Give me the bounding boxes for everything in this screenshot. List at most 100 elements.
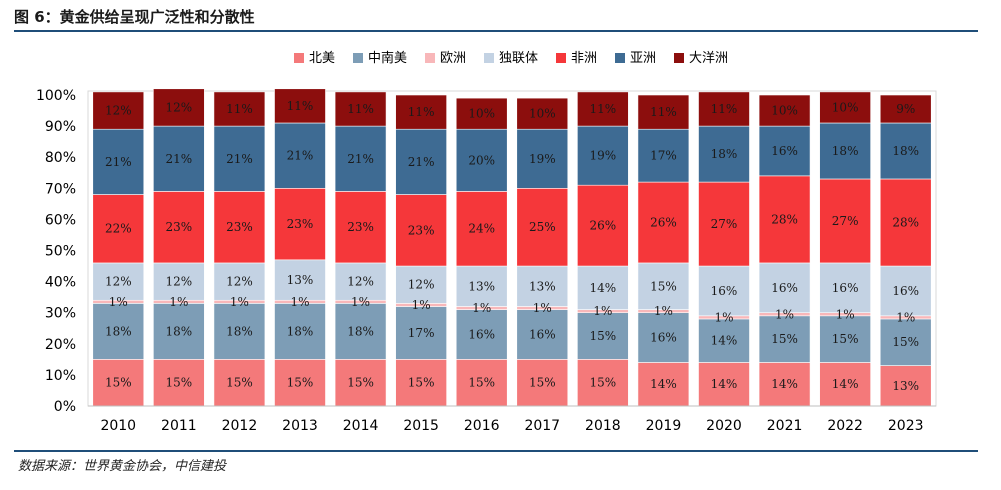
- data-label: 26%: [650, 216, 677, 230]
- legend-label: 欧洲: [440, 51, 466, 66]
- bar-segment: [153, 303, 205, 360]
- data-label: 11%: [226, 102, 253, 116]
- data-label: 28%: [771, 212, 798, 226]
- data-label: 18%: [711, 147, 738, 161]
- data-label: 1%: [230, 295, 249, 309]
- bar-segment: [334, 125, 387, 192]
- bar-segment: [153, 191, 205, 264]
- data-label: 25%: [529, 220, 556, 234]
- data-label: 27%: [832, 214, 859, 228]
- bar-segment: [274, 303, 326, 360]
- source-note: 数据来源：世界黄金协会，中信建投: [18, 459, 227, 474]
- data-label: 13%: [529, 279, 556, 293]
- data-label: 17%: [650, 149, 677, 163]
- bar-segment: [819, 262, 871, 314]
- data-label: 15%: [832, 332, 859, 346]
- y-tick-label: 30%: [45, 306, 76, 322]
- data-label: 10%: [468, 107, 495, 121]
- bar-segment: [819, 122, 871, 180]
- data-label: 12%: [408, 278, 435, 292]
- data-label: 12%: [347, 275, 374, 289]
- data-label: 12%: [226, 275, 253, 289]
- legend-label: 非洲: [571, 51, 597, 66]
- x-tick-label: 2014: [343, 418, 379, 434]
- data-label: 16%: [650, 331, 677, 345]
- y-tick-label: 90%: [45, 119, 76, 135]
- bar-segment: [698, 181, 750, 267]
- data-label: 1%: [109, 295, 128, 309]
- data-labels: 15% 18% 1% 12% 22% 21% 12% 15% 18% 1% 12% 23% 21% 12%…: [105, 99, 919, 393]
- data-label: 19%: [529, 152, 556, 166]
- bar-segment: [758, 315, 811, 363]
- bar-segment: [516, 265, 569, 307]
- y-tick-label: 10%: [45, 368, 76, 384]
- x-tick-label: 2018: [585, 418, 621, 434]
- legend-label: 北美: [309, 51, 335, 66]
- data-label: 1%: [169, 295, 188, 309]
- bar-segment: [455, 359, 508, 407]
- bar-segment: [758, 262, 811, 314]
- data-label: 21%: [105, 155, 132, 169]
- data-label: 20%: [468, 153, 495, 167]
- bar-segment: [153, 88, 205, 127]
- legend-label: 大洋洲: [689, 51, 728, 66]
- data-label: 15%: [347, 376, 374, 390]
- x-tick-label: 2015: [403, 418, 439, 434]
- data-label: 14%: [711, 334, 738, 348]
- data-label: 22%: [105, 222, 132, 236]
- data-label: 28%: [892, 216, 919, 230]
- data-label: 15%: [590, 376, 617, 390]
- data-label: 27%: [711, 217, 738, 231]
- data-label: 14%: [771, 377, 798, 391]
- bar-segment: [758, 175, 811, 264]
- data-label: 14%: [832, 377, 859, 391]
- data-label: 1%: [896, 310, 915, 324]
- data-label: 13%: [892, 379, 919, 393]
- bar-segment: [637, 312, 690, 363]
- bar-segment: [698, 125, 750, 183]
- stacked-bar-chart: 北美 中南美 欧洲 独联体 非洲 亚洲 大洋洲 0% 10% 20% 30% 40% 50% 60% 70…: [36, 50, 937, 434]
- bottom-rule: [14, 450, 978, 452]
- y-axis: 0% 10% 20% 30% 40% 50% 60% 70% 80% 90% 100%: [36, 88, 76, 415]
- bar-segment: [334, 91, 387, 127]
- y-tick-label: 80%: [45, 150, 76, 166]
- bar-segment: [92, 91, 145, 130]
- bar-segment: [879, 318, 932, 366]
- data-label: 1%: [472, 301, 491, 315]
- bar-segment: [395, 94, 447, 130]
- y-tick-label: 40%: [45, 275, 76, 291]
- bar-segment: [274, 259, 326, 301]
- data-label: 24%: [468, 222, 495, 236]
- bar-segment: [334, 359, 387, 407]
- bar-segment: [577, 184, 629, 267]
- data-label: 12%: [166, 100, 193, 114]
- x-axis: 2010 2011 2012 2013 2014 2015 2016 2017 2018 2019…: [88, 405, 936, 434]
- data-label: 18%: [226, 324, 253, 338]
- data-label: 10%: [771, 104, 798, 118]
- data-label: 1%: [351, 295, 370, 309]
- data-label: 16%: [468, 327, 495, 341]
- x-tick-label: 2012: [222, 418, 258, 434]
- data-label: 11%: [347, 102, 374, 116]
- x-tick-label: 2011: [161, 418, 197, 434]
- data-label: 16%: [711, 284, 738, 298]
- x-tick-label: 2013: [282, 418, 318, 434]
- data-label: 23%: [226, 220, 253, 234]
- legend-label: 独联体: [499, 51, 538, 66]
- bar-segment: [153, 125, 205, 192]
- bar-segment: [819, 315, 871, 363]
- bar-segment: [213, 303, 266, 360]
- data-label: 1%: [654, 304, 673, 318]
- bar-segment: [637, 262, 690, 310]
- data-label: 15%: [892, 335, 919, 349]
- data-label: 26%: [590, 219, 617, 233]
- legend-swatch: [615, 53, 625, 63]
- bar-segment: [819, 91, 871, 124]
- legend-swatch: [294, 53, 304, 63]
- data-label: 10%: [529, 107, 556, 121]
- x-tick-label: 2022: [827, 418, 863, 434]
- data-label: 12%: [166, 275, 193, 289]
- chart-legend: 北美 中南美 欧洲 独联体 非洲 亚洲 大洋洲: [294, 50, 728, 66]
- bar-segment: [577, 125, 629, 186]
- bar-segment: [758, 94, 811, 127]
